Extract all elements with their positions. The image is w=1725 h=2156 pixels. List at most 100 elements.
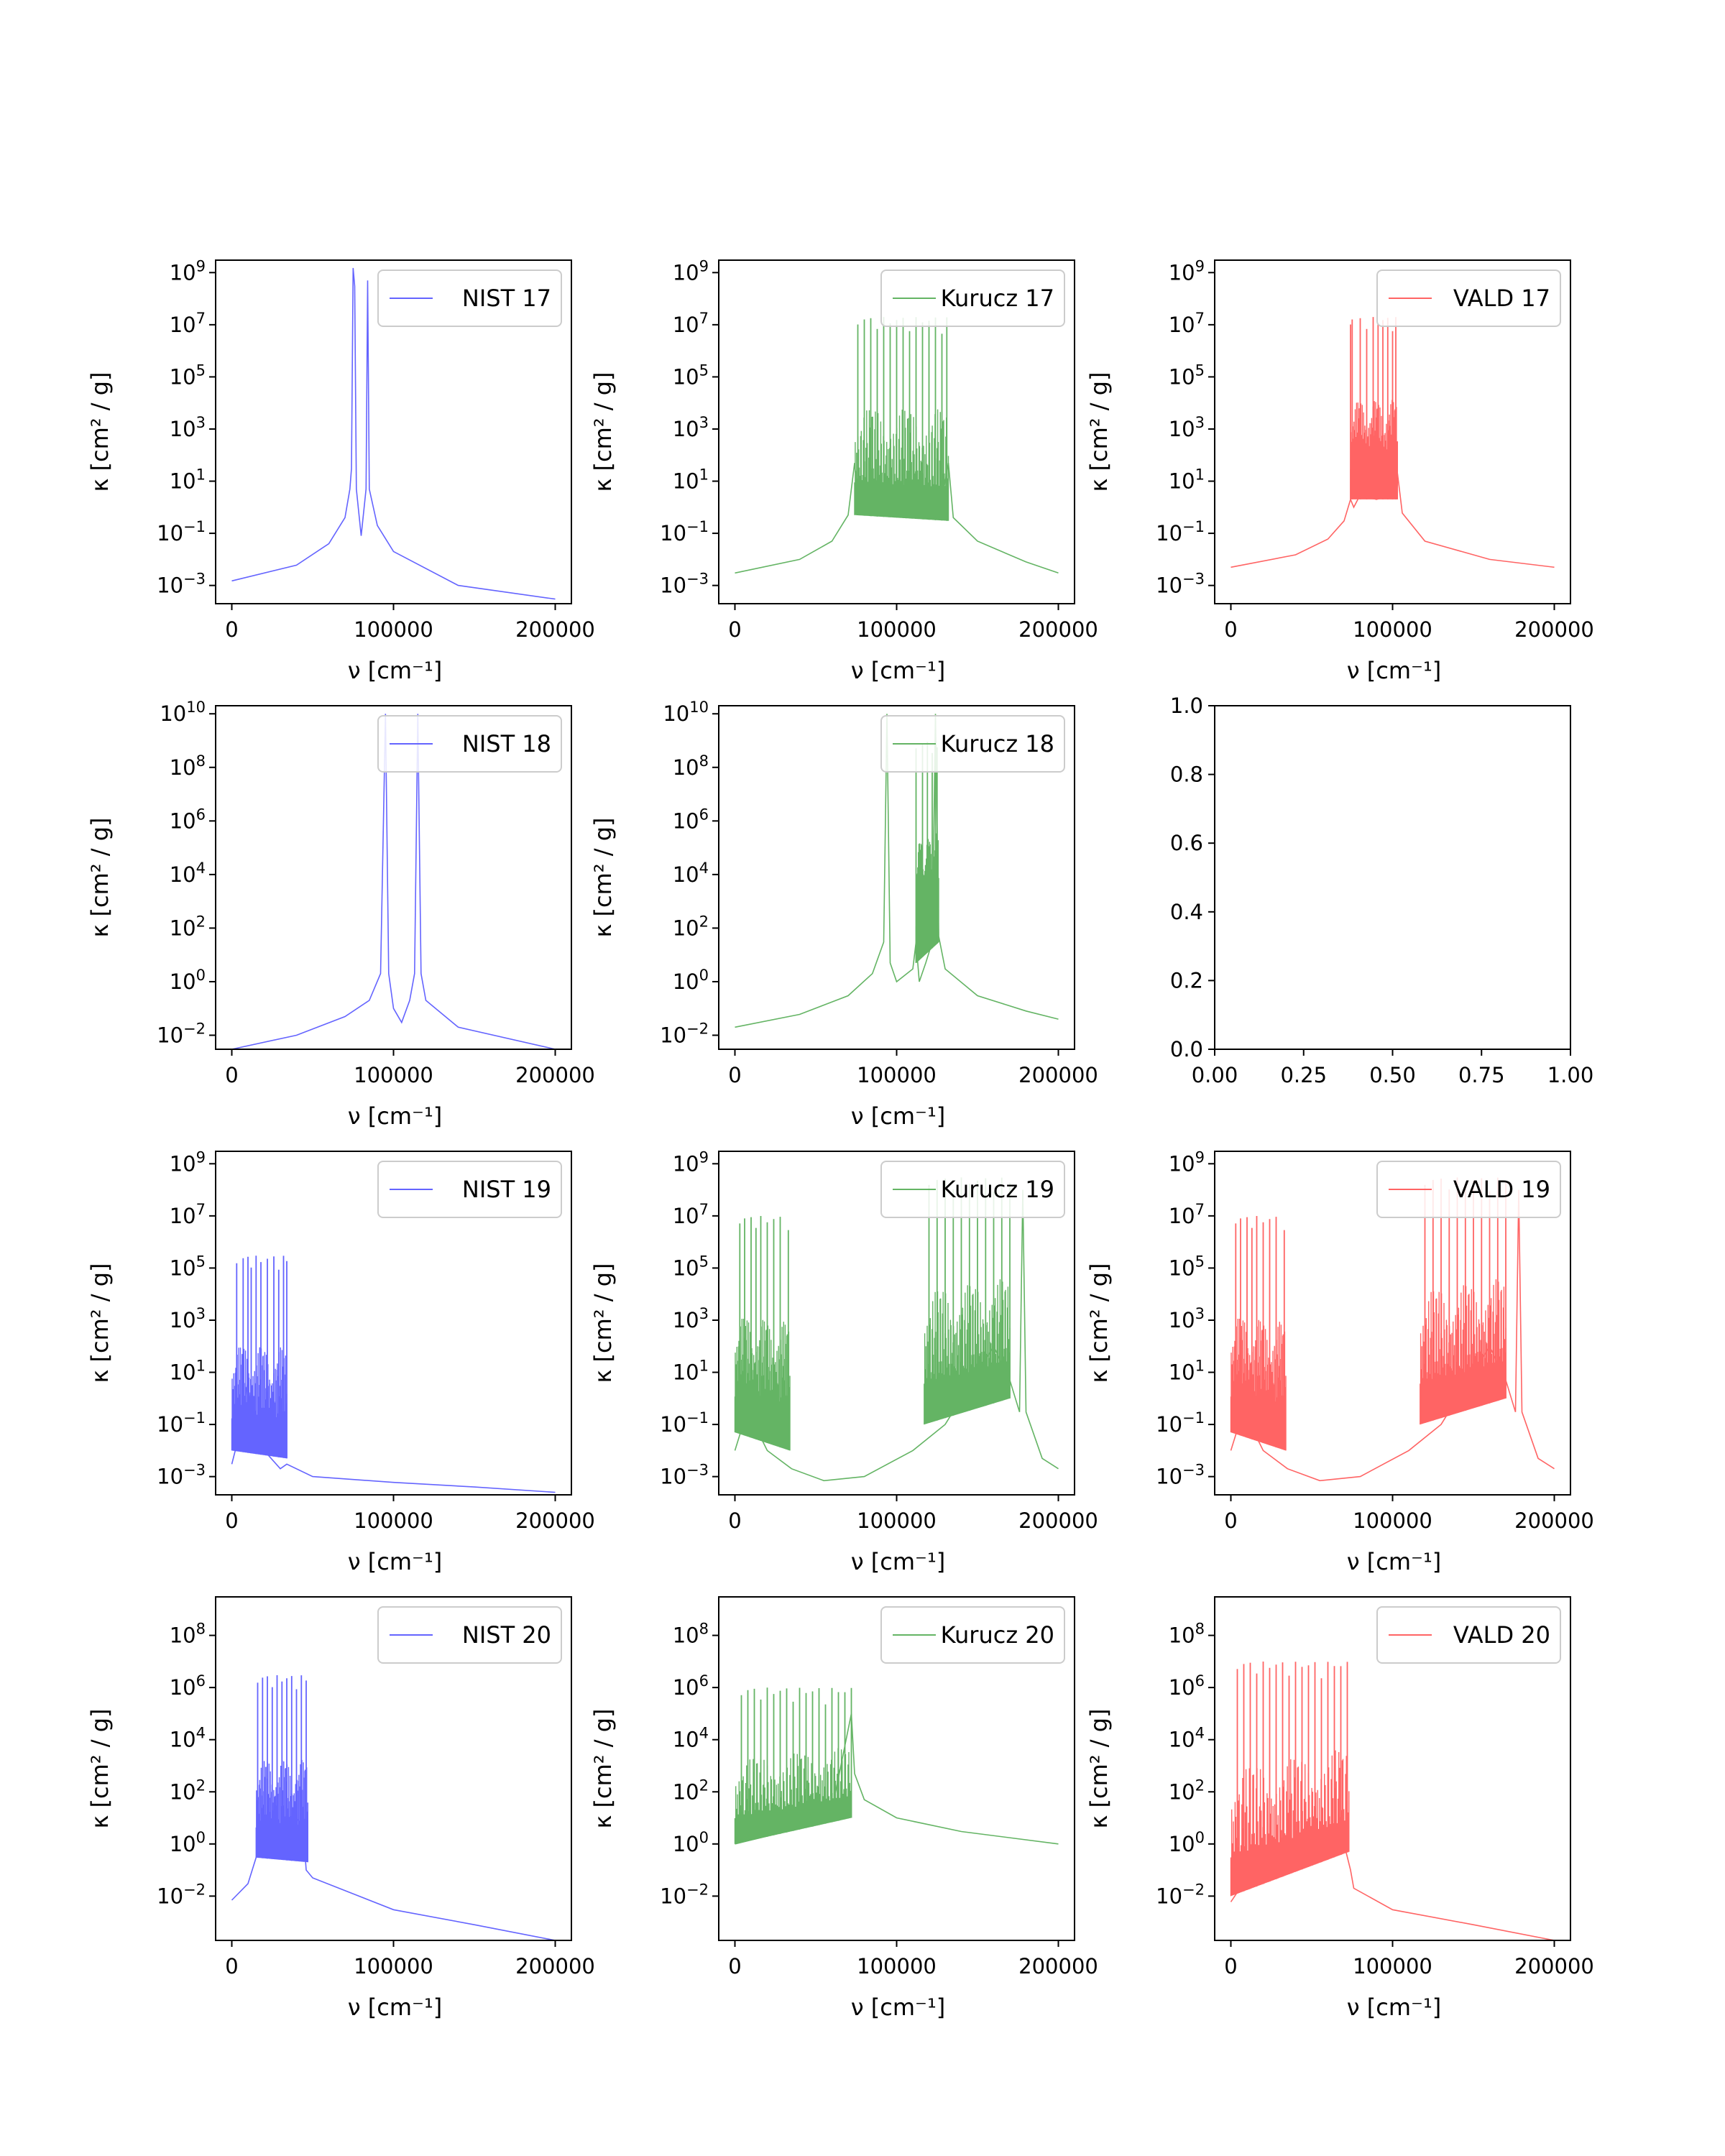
line-band-spikes [1350,317,1397,499]
y-tick-label: 109 [170,1148,206,1176]
y-tick-label: 107 [170,310,206,337]
y-tick-label: 100 [673,1829,709,1856]
y-tick-label: 106 [673,1672,709,1700]
legend-label: VALD 17 [1453,285,1550,312]
subplot-12: 0 100000 200000 108 106 104 102 100 10−2 ν [cm⁻¹]… [1085,1596,1594,2021]
x-tick-label: 0 [728,617,741,642]
subplot-7: 0 100000 200000 109 107 105 103 101 10−1 10−3 ν [c… [86,1148,595,1575]
plot-area [735,714,1059,1028]
y-tick-label: 103 [673,414,709,441]
y-tick-label: 101 [170,1358,206,1385]
subplot-3: 0 100000 200000 109 107 105 103 101 10−1 10−3 ν [c… [1085,257,1594,684]
y-tick-label: 0.6 [1170,831,1203,855]
subplot-8: 0 100000 200000 109 107 105 103 101 10−1 10−3 ν [c… [589,1148,1098,1575]
y-tick-label: 100 [673,967,709,994]
legend-box [880,715,1065,773]
x-tick-label: 100000 [857,1063,937,1087]
y-axis-label: κ [cm² / g] [86,372,114,492]
subplot-9: 0 100000 200000 109 107 105 103 101 10−1 10−3 ν [c… [1085,1148,1594,1575]
legend-label: VALD 19 [1453,1176,1550,1203]
y-tick-label: 109 [170,257,206,285]
y-tick-label: 103 [170,1305,206,1332]
x-tick-label: 0.75 [1458,1063,1505,1087]
y-tick-label: 104 [170,1725,206,1752]
x-tick-label: 200000 [1514,1954,1594,1978]
y-tick-label: 10−3 [1156,1462,1205,1489]
y-tick-label: 105 [673,361,709,389]
y-tick-label: 109 [1169,257,1205,285]
legend-box [880,270,1065,327]
y-tick-label: 101 [1169,1358,1205,1385]
y-tick-label: 107 [170,1201,206,1228]
y-tick-label: 0.8 [1170,763,1203,787]
x-tick-label: 200000 [515,1508,595,1533]
y-tick-label: 10−1 [660,1409,709,1437]
line-band [1350,400,1398,499]
legend-label: NIST 18 [462,730,551,757]
legend: VALD 19 [1376,1161,1561,1218]
legend-label: Kurucz 19 [941,1176,1054,1203]
y-tick-label: 103 [673,1305,709,1332]
legend-box [1376,270,1561,327]
legend-label: NIST 17 [462,285,551,312]
plot-area [231,1256,556,1493]
y-tick-label: 0.4 [1170,900,1203,924]
spectrum-line [231,714,556,1049]
line-band [734,1319,791,1451]
line-band-2-spikes [1424,1177,1506,1423]
x-tick-label: 200000 [1018,617,1098,642]
x-tick-label: 0 [225,617,238,642]
line-band-spikes [257,1675,307,1862]
x-tick-label: 0 [225,1063,238,1087]
legend: NIST 19 [377,1161,562,1218]
y-tick-label: 106 [1169,1672,1205,1700]
x-axis-label: ν [cm⁻¹] [851,1102,946,1130]
y-tick-label: 109 [673,1148,709,1176]
legend-label: Kurucz 20 [941,1621,1054,1649]
x-tick-label: 0.25 [1280,1063,1327,1087]
legend-label: Kurucz 17 [941,285,1054,312]
line-band-spikes [1235,1216,1285,1450]
x-tick-label: 100000 [857,1954,937,1978]
y-tick-label: 102 [673,913,709,940]
subplot-6: 0.00 0.25 0.50 0.75 1.00 1.0 0.8 0.6 0.4 0.2 0.0 [1170,694,1593,1087]
y-tick-label: 0.2 [1170,968,1203,992]
x-tick-label: 200000 [1514,617,1594,642]
line-band-spikes [740,1687,852,1843]
y-tick-label: 10−2 [157,1881,206,1908]
y-tick-label: 101 [170,466,206,494]
line-band-spikes [236,1256,288,1459]
x-axis-label: ν [cm⁻¹] [1347,1548,1442,1575]
y-tick-label: 105 [673,1253,709,1280]
x-axis-label: ν [cm⁻¹] [348,657,443,684]
y-axis-label: κ [cm² / g] [86,817,114,937]
plot-area [1230,1177,1555,1482]
legend-label: Kurucz 18 [941,730,1054,757]
x-tick-label: 0 [225,1508,238,1533]
x-tick-label: 100000 [354,617,433,642]
legend-box [377,1161,562,1218]
x-axis-label: ν [cm⁻¹] [851,1548,946,1575]
x-tick-label: 0.50 [1369,1063,1416,1087]
x-tick-label: 100000 [857,1508,937,1533]
y-axis-label: κ [cm² / g] [589,1263,617,1383]
y-tick-label: 107 [673,310,709,337]
plot-area [231,267,556,600]
legend-label: NIST 19 [462,1176,551,1203]
y-tick-label: 10−2 [1156,1881,1205,1908]
y-tick-label: 109 [673,257,709,285]
plot-area [231,1675,556,1940]
x-tick-label: 200000 [515,617,595,642]
y-tick-label: 10−1 [157,1409,206,1437]
y-tick-label: 108 [673,752,709,780]
y-tick-label: 102 [1169,1777,1205,1804]
y-tick-label: 102 [673,1777,709,1804]
line-band-spikes [915,740,938,963]
y-tick-label: 1010 [663,699,709,726]
legend-box [377,1606,562,1664]
x-tick-label: 100000 [354,1063,433,1087]
x-tick-label: 0.00 [1192,1063,1238,1087]
plot-area [1230,317,1555,568]
y-tick-label: 104 [170,860,206,887]
x-axis-label: ν [cm⁻¹] [348,1994,443,2021]
